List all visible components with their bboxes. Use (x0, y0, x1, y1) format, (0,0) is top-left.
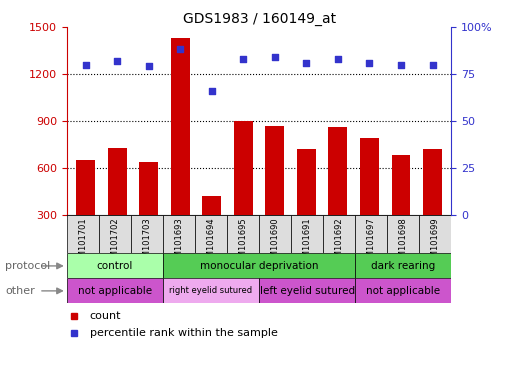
Text: count: count (90, 311, 121, 321)
Text: GSM101697: GSM101697 (367, 217, 376, 268)
Text: GSM101693: GSM101693 (174, 217, 184, 268)
Bar (108, 147, 127, 215)
Point (271, 54, 279, 60)
Text: right eyelid sutured: right eyelid sutured (169, 286, 252, 295)
Point (113, 58, 121, 64)
Text: GSM101691: GSM101691 (303, 217, 312, 268)
Point (334, 56, 342, 62)
Bar (391, 156, 410, 215)
Bar (163, 278, 259, 303)
Point (365, 60, 373, 66)
Text: GSM101690: GSM101690 (270, 217, 280, 268)
Text: GSM101698: GSM101698 (399, 217, 408, 268)
Bar (387, 215, 420, 253)
Text: GSM101702: GSM101702 (110, 217, 120, 268)
Bar (355, 215, 387, 253)
Bar (355, 278, 451, 303)
Text: GSM101695: GSM101695 (239, 217, 248, 268)
Text: control: control (96, 261, 133, 271)
Bar (195, 215, 227, 253)
Bar (67, 253, 163, 278)
Text: protocol: protocol (5, 261, 50, 271)
Bar (67, 278, 163, 303)
Point (239, 56, 247, 62)
Bar (163, 215, 195, 253)
Text: not applicable: not applicable (78, 286, 152, 296)
Text: not applicable: not applicable (366, 286, 440, 296)
Bar (76, 160, 95, 215)
Text: GSM101692: GSM101692 (334, 217, 344, 268)
Bar (328, 127, 347, 215)
Text: GSM101694: GSM101694 (206, 217, 215, 268)
Text: percentile rank within the sample: percentile rank within the sample (90, 328, 278, 338)
Bar (423, 149, 442, 215)
Bar (297, 149, 316, 215)
Text: GSM101699: GSM101699 (431, 217, 440, 268)
Bar (67, 215, 98, 253)
Bar (202, 196, 221, 215)
Bar (291, 215, 323, 253)
Bar (98, 215, 131, 253)
Bar (420, 215, 451, 253)
Point (397, 61, 405, 68)
Title: GDS1983 / 160149_at: GDS1983 / 160149_at (183, 12, 336, 26)
Text: monocular deprivation: monocular deprivation (200, 261, 318, 271)
Bar (163, 253, 355, 278)
Bar (323, 215, 356, 253)
Text: GSM101703: GSM101703 (142, 217, 151, 268)
Bar (259, 278, 355, 303)
Bar (227, 215, 259, 253)
Point (208, 88, 216, 94)
Bar (131, 215, 163, 253)
Bar (139, 162, 158, 215)
Point (428, 61, 437, 68)
Bar (360, 138, 379, 215)
Point (145, 63, 153, 70)
Bar (355, 253, 451, 278)
Text: GSM101701: GSM101701 (78, 217, 87, 268)
Point (176, 46, 184, 53)
Point (82, 61, 90, 68)
Text: other: other (5, 286, 35, 296)
Text: left eyelid sutured: left eyelid sutured (260, 286, 354, 296)
Bar (171, 38, 190, 215)
Point (302, 60, 310, 66)
Bar (265, 126, 284, 215)
Bar (234, 121, 253, 215)
Text: dark rearing: dark rearing (371, 261, 436, 271)
Bar (259, 215, 291, 253)
